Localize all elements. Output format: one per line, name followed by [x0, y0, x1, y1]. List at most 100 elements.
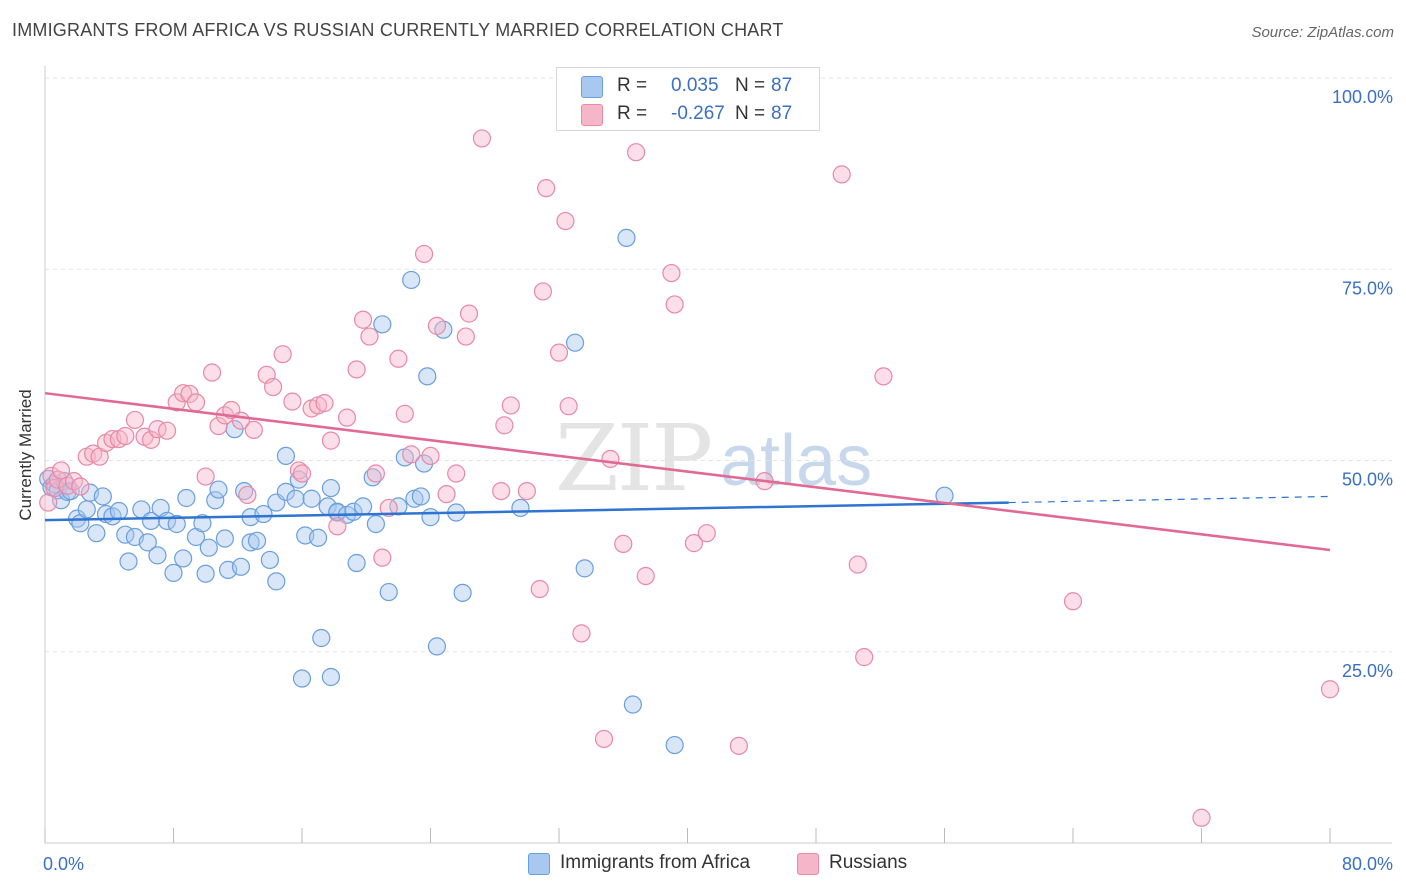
r-label: R =	[617, 75, 648, 96]
africa-point	[77, 500, 96, 519]
africa-point	[353, 497, 373, 516]
africa-point	[167, 514, 186, 534]
africa-point	[206, 491, 225, 510]
russians-point	[353, 310, 373, 329]
russians-point	[379, 498, 398, 518]
russians-point	[395, 404, 414, 423]
russians-point	[157, 421, 177, 440]
russians-point	[855, 648, 874, 667]
russians-point	[402, 445, 421, 464]
africa-point	[209, 480, 228, 499]
russians-point	[289, 461, 308, 480]
russians-point	[729, 736, 749, 755]
russians-point	[559, 397, 578, 416]
africa-point	[565, 333, 585, 352]
africa-point	[427, 637, 447, 656]
africa-point	[148, 546, 167, 565]
africa-point	[665, 735, 684, 755]
africa-point	[421, 508, 440, 527]
russians-point	[601, 449, 620, 469]
africa-point	[347, 553, 366, 573]
y-tick-label: 75.0%	[1342, 278, 1393, 298]
russians-point	[501, 396, 520, 415]
russians-point	[556, 211, 575, 231]
russians-point	[1063, 592, 1083, 611]
source-label: Source: ZipAtlas.com	[1251, 24, 1394, 41]
russians-point	[202, 363, 222, 382]
russians-point	[167, 393, 186, 412]
russians-point	[684, 534, 704, 553]
africa-point	[215, 529, 234, 548]
africa-point	[276, 482, 296, 501]
russians-point	[337, 408, 357, 427]
africa-point	[138, 533, 157, 552]
africa-point	[286, 489, 305, 508]
russians-point	[549, 343, 569, 362]
africa-point	[193, 514, 212, 533]
russians-point	[196, 467, 215, 486]
russians-point	[662, 263, 681, 283]
africa-point	[241, 533, 260, 552]
russians-point	[51, 461, 71, 480]
russians-point	[1192, 808, 1211, 827]
russians-point	[848, 555, 867, 574]
stats-legend: R = 0.035 N = 87 R = -0.267 N = 87	[556, 67, 820, 131]
russians-point	[492, 482, 511, 501]
russians-point	[116, 426, 135, 446]
africa-point	[174, 549, 193, 568]
russians-point	[517, 482, 536, 501]
russians-point	[537, 179, 556, 198]
africa-point	[575, 559, 594, 578]
africa-point	[366, 514, 385, 534]
russians-point	[1320, 680, 1340, 699]
africa-point	[411, 487, 430, 506]
africa-trend-extension	[1008, 495, 1331, 504]
russians-swatch	[581, 104, 603, 126]
russians-point	[360, 327, 379, 346]
russians-point	[283, 392, 302, 411]
africa-legend-swatch	[528, 853, 550, 875]
russians-point	[315, 394, 334, 413]
africa-point	[511, 498, 530, 518]
x-tick-label: 80.0%	[1342, 854, 1393, 874]
russians-point	[366, 464, 385, 483]
russians-point	[373, 548, 392, 567]
russians-point	[71, 477, 90, 496]
africa-point	[453, 583, 472, 602]
russians-point	[141, 430, 161, 449]
russians-point	[244, 420, 263, 439]
africa-point	[254, 504, 273, 524]
africa-point	[344, 502, 363, 521]
russians-point	[447, 464, 466, 483]
russians-point	[665, 295, 684, 314]
russians-point	[437, 485, 456, 504]
russians-point	[328, 517, 347, 536]
africa-point	[199, 538, 218, 557]
russians-point	[427, 316, 447, 335]
africa-point	[302, 489, 321, 508]
n-value: 87	[771, 75, 793, 96]
africa-point	[196, 564, 215, 583]
africa-point	[276, 446, 296, 466]
russians-point	[125, 410, 145, 430]
russians-point	[414, 244, 434, 264]
r-value: -0.267	[671, 103, 725, 124]
africa-point	[623, 695, 642, 714]
africa-point	[321, 478, 341, 498]
russians-point	[594, 729, 614, 749]
russians-point	[614, 534, 633, 553]
legend-label-africa: Immigrants from Africa	[560, 852, 751, 873]
africa-point	[379, 582, 398, 602]
africa-point	[164, 563, 183, 583]
y-tick-label: 100.0%	[1332, 87, 1393, 107]
africa-swatch	[581, 76, 603, 98]
russians-point	[273, 345, 292, 364]
russians-point	[238, 485, 257, 505]
n-value: 87	[771, 103, 793, 124]
russians-point	[495, 416, 514, 435]
russians-point	[292, 464, 312, 483]
russians-point	[321, 431, 341, 450]
russians-point	[832, 165, 851, 184]
legend-label-russians: Russians	[829, 852, 908, 873]
